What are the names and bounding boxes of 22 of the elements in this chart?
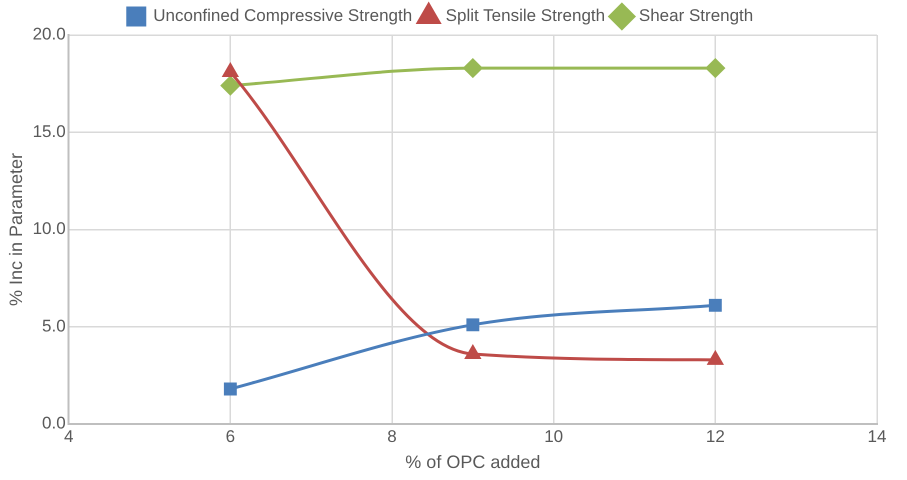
y-tick-label: 0.0 (42, 414, 66, 433)
point (466, 318, 480, 332)
legend-label: Shear Strength (638, 6, 754, 26)
x-tick-label: 6 (226, 426, 236, 446)
point (708, 298, 722, 312)
x-tick-label: 8 (387, 426, 397, 446)
y-tick-label: 5.0 (42, 316, 66, 336)
point (220, 76, 240, 96)
x-tick-label: 14 (868, 426, 886, 446)
y-tick-label: 20.0 (32, 24, 66, 44)
x-tick-label: 4 (64, 426, 74, 446)
y-axis-title: % Inc in Parameter (6, 152, 26, 306)
x-axis-title: % of OPC added (405, 452, 540, 472)
x-tick-label: 12 (706, 426, 725, 446)
legend-label: Split Tensile Strength (446, 6, 606, 26)
point (463, 58, 482, 78)
legend-label: Unconfined Compressive Strength (153, 6, 412, 26)
y-tick-label: 15.0 (32, 122, 66, 141)
y-tick-label: 10.0 (32, 219, 66, 238)
point (224, 382, 237, 396)
x-tick-label: 10 (544, 426, 564, 446)
point (706, 58, 725, 78)
